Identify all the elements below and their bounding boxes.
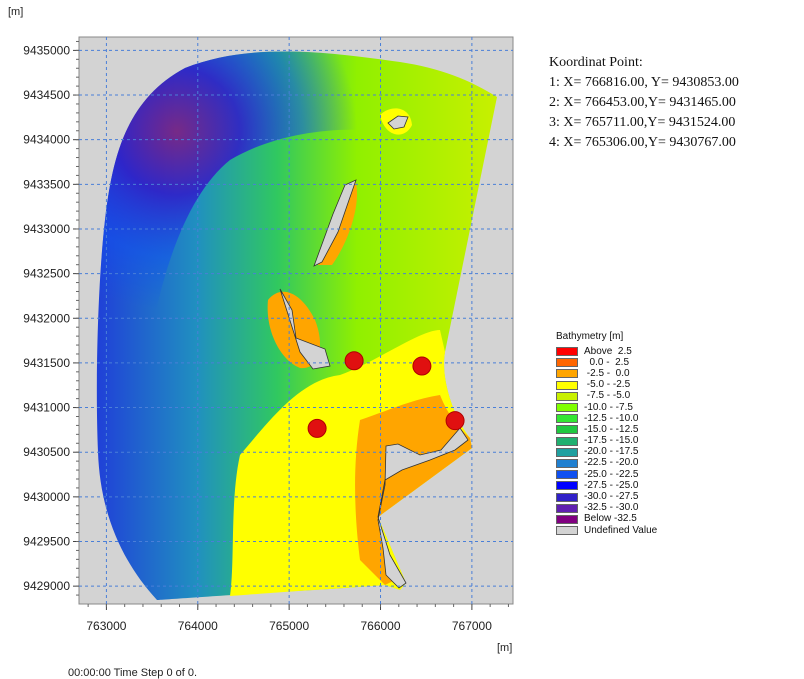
- legend-item: -17.5 - -15.0: [556, 436, 657, 447]
- y-axis-ticks: 9435000 9434500 9434000 9433500 9433000 94325…: [23, 40, 79, 596]
- grid-lines: [79, 37, 513, 604]
- coordinate-line: 2: X= 766453.00,Y= 9431465.00: [549, 95, 736, 110]
- legend-swatch: [556, 358, 578, 368]
- coordinate-line: 4: X= 765306.00,Y= 9430767.00: [549, 135, 736, 150]
- legend-swatch: [556, 514, 578, 524]
- legend-label: -17.5 - -15.0: [584, 435, 639, 447]
- y-tick-label: 9431500: [23, 356, 70, 370]
- legend-swatch: [556, 391, 578, 401]
- legend-label: -20.0 - -17.5: [584, 446, 639, 458]
- legend-item: -32.5 - -30.0: [556, 503, 657, 514]
- y-tick-label: 9432500: [23, 267, 70, 281]
- point-marker-4[interactable]: [307, 418, 327, 438]
- coordinate-list: Koordinat Point: 1: X= 766816.00, Y= 943…: [549, 53, 739, 153]
- legend-swatch: [556, 481, 578, 491]
- legend-swatch: [556, 403, 578, 413]
- legend-item: -22.5 - -20.0: [556, 458, 657, 469]
- y-tick-label: 9434000: [23, 133, 70, 147]
- legend-item: -15.0 - -12.5: [556, 424, 657, 435]
- coordinate-title: Koordinat Point:: [549, 55, 643, 70]
- y-tick-label: 9433000: [23, 222, 70, 236]
- legend-label: -10.0 - -7.5: [584, 401, 633, 413]
- coordinate-line: 1: X= 766816.00, Y= 9430853.00: [549, 75, 739, 90]
- island-central: [279, 288, 331, 370]
- x-tick-label: 767000: [452, 619, 492, 633]
- y-tick-label: 9430000: [23, 490, 70, 504]
- y-tick-label: 9429000: [23, 579, 70, 593]
- legend-label: -2.5 - 0.0: [584, 367, 630, 379]
- legend-label: -7.5 - -5.0: [584, 390, 631, 402]
- legend-item: -20.0 - -17.5: [556, 447, 657, 458]
- legend-swatch: [556, 369, 578, 379]
- legend-item: -25.0 - -22.5: [556, 469, 657, 480]
- legend-label: Undefined Value: [584, 524, 658, 536]
- island-north: [313, 179, 357, 267]
- x-tick-label: 765000: [269, 619, 309, 633]
- point-marker-1[interactable]: [445, 411, 465, 431]
- legend-swatch: [556, 447, 578, 457]
- shallow-yellow: [230, 330, 472, 596]
- y-tick-label: 9430500: [23, 445, 70, 459]
- legend-label: -5.0 - -2.5: [584, 379, 631, 391]
- legend-swatch: [556, 503, 578, 513]
- legend-item: -7.5 - -5.0: [556, 391, 657, 402]
- y-tick-label: 9429500: [23, 534, 70, 548]
- legend-swatch: [556, 380, 578, 390]
- point-marker-2[interactable]: [412, 356, 432, 376]
- bathymetry-legend: Bathymetry [m] Above 2.5 0.0 - 2.5 -2.5 …: [556, 331, 657, 536]
- legend-item: Undefined Value: [556, 525, 657, 536]
- x-tick-label: 766000: [360, 619, 400, 633]
- point-markers: [307, 351, 465, 438]
- legend-label: -12.5 - -10.0: [584, 412, 639, 424]
- legend-swatch: [556, 458, 578, 468]
- legend-label: -15.0 - -12.5: [584, 423, 639, 435]
- legend-item: -10.0 - -7.5: [556, 402, 657, 413]
- status-bar-text: 00:00:00 Time Step 0 of 0.: [68, 667, 198, 679]
- legend-swatch: [556, 347, 578, 357]
- y-tick-label: 9433500: [23, 177, 70, 191]
- legend-label: -25.0 - -22.5: [584, 468, 639, 480]
- island-small: [387, 115, 409, 130]
- shallow-orange: [355, 395, 472, 585]
- legend-label: -27.5 - -25.0: [584, 479, 639, 491]
- legend-item: -30.0 - -27.5: [556, 491, 657, 502]
- river-channel: [377, 427, 469, 589]
- legend-label: -22.5 - -20.0: [584, 457, 639, 469]
- legend-item: Above 2.5: [556, 346, 657, 357]
- x-tick-label: 763000: [86, 619, 126, 633]
- legend-item: -12.5 - -10.0: [556, 413, 657, 424]
- bathymetry-field: [96, 51, 497, 600]
- y-tick-label: 9434500: [23, 88, 70, 102]
- legend-swatch: [556, 526, 578, 536]
- legend-swatch: [556, 470, 578, 480]
- legend-swatch: [556, 492, 578, 502]
- y-tick-label: 9431000: [23, 401, 70, 415]
- x-axis-unit: [m]: [497, 642, 513, 654]
- y-tick-label: 9432000: [23, 311, 70, 325]
- legend-item: Below -32.5: [556, 514, 657, 525]
- legend-swatch: [556, 414, 578, 424]
- x-axis-ticks: 763000 764000 765000 766000 767000: [86, 604, 509, 633]
- coordinate-line: 3: X= 765711.00,Y= 9431524.00: [549, 115, 736, 130]
- legend-item: -5.0 - -2.5: [556, 380, 657, 391]
- x-tick-label: 764000: [178, 619, 218, 633]
- legend-item: -2.5 - 0.0: [556, 368, 657, 379]
- deep-basin: [96, 51, 497, 452]
- legend-item: -27.5 - -25.0: [556, 480, 657, 491]
- legend-label: Above 2.5: [584, 345, 632, 357]
- legend-label: -30.0 - -27.5: [584, 491, 639, 503]
- legend-label: -32.5 - -30.0: [584, 502, 639, 514]
- legend-label: Below -32.5: [584, 513, 637, 525]
- legend-swatch: [556, 436, 578, 446]
- legend-swatch: [556, 425, 578, 435]
- y-tick-label: 9435000: [23, 43, 70, 57]
- legend-label: 0.0 - 2.5: [584, 356, 630, 368]
- legend-item: 0.0 - 2.5: [556, 357, 657, 368]
- y-axis-unit: [m]: [8, 6, 24, 18]
- point-marker-3[interactable]: [344, 351, 364, 371]
- legend-title: Bathymetry [m]: [556, 331, 624, 342]
